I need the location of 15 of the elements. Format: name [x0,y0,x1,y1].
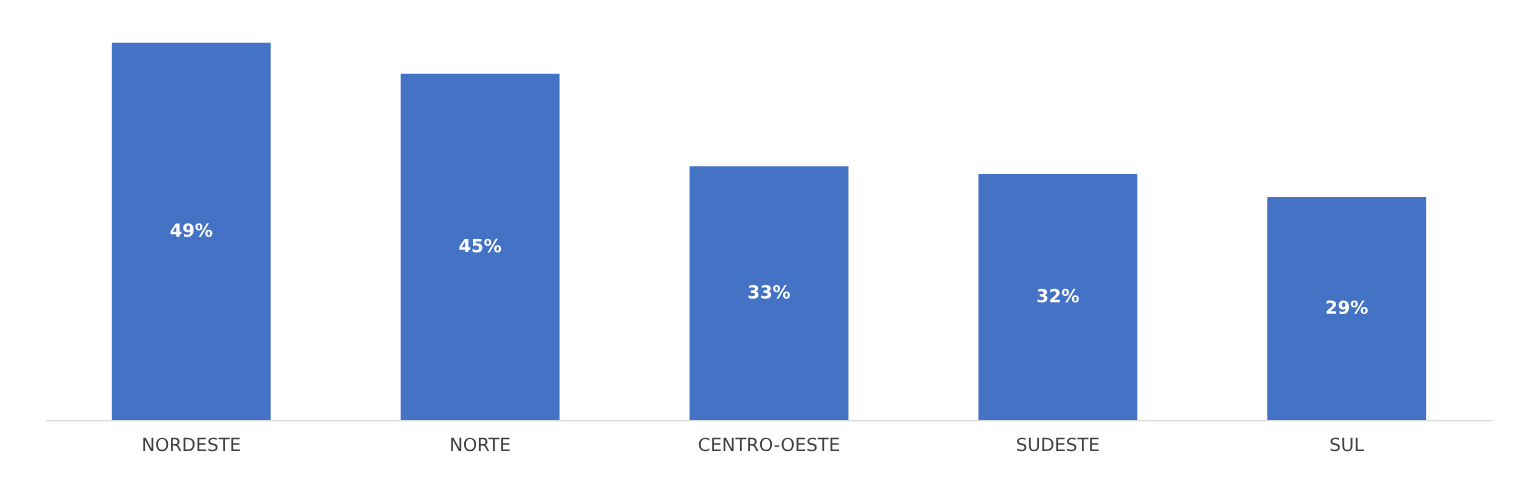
x-tick-label: CENTRO-OESTE [698,437,840,452]
bar [689,166,849,421]
data-label: 45% [459,238,502,253]
x-tick-label: SUL [1330,437,1364,452]
x-tick-label: NORDESTE [143,437,240,452]
data-label: 32% [1037,288,1079,303]
bar [111,42,271,421]
data-label: 33% [748,284,791,299]
bar [400,73,560,421]
x-tick-label: NORTE [451,437,510,452]
bar [1267,197,1427,421]
bar [978,173,1138,421]
x-tick-label: SUDESTE [1017,437,1099,452]
data-label: 49% [170,223,213,237]
data-label: 29% [1326,300,1368,315]
